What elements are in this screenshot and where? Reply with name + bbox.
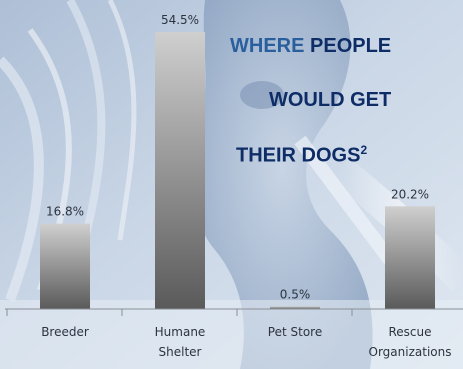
- title-line-1-rest: PEOPLE: [304, 35, 392, 57]
- value-label-1: 54.5%: [161, 13, 199, 27]
- value-label-0: 16.8%: [46, 205, 84, 219]
- title-line-2: WOULD GET: [269, 89, 392, 111]
- category-label-2-0: Pet Store: [268, 325, 322, 339]
- category-label-1-0: Humane: [155, 325, 206, 339]
- bar-2: [270, 306, 320, 309]
- category-label-3-1: Organizations: [369, 345, 452, 359]
- bar-1: [155, 32, 205, 309]
- category-label-0-0: Breeder: [41, 325, 89, 339]
- title-line-1: WHERE PEOPLE: [230, 35, 391, 58]
- category-label-3-0: Rescue: [388, 325, 431, 339]
- title-footnote-mark: 2: [360, 143, 368, 157]
- bar-3: [385, 206, 435, 309]
- title-line-3: THEIR DOGS2: [236, 143, 367, 168]
- title-line-3-text: THEIR DOGS: [236, 144, 361, 167]
- category-label-1-1: Shelter: [159, 345, 202, 359]
- bar-0: [40, 223, 90, 309]
- value-label-2: 0.5%: [280, 287, 311, 301]
- value-label-3: 20.2%: [391, 187, 429, 201]
- title-accent-word: WHERE: [230, 35, 305, 57]
- chart-title: WHERE PEOPLE WOULD GET THEIR DOGS2: [220, 20, 463, 210]
